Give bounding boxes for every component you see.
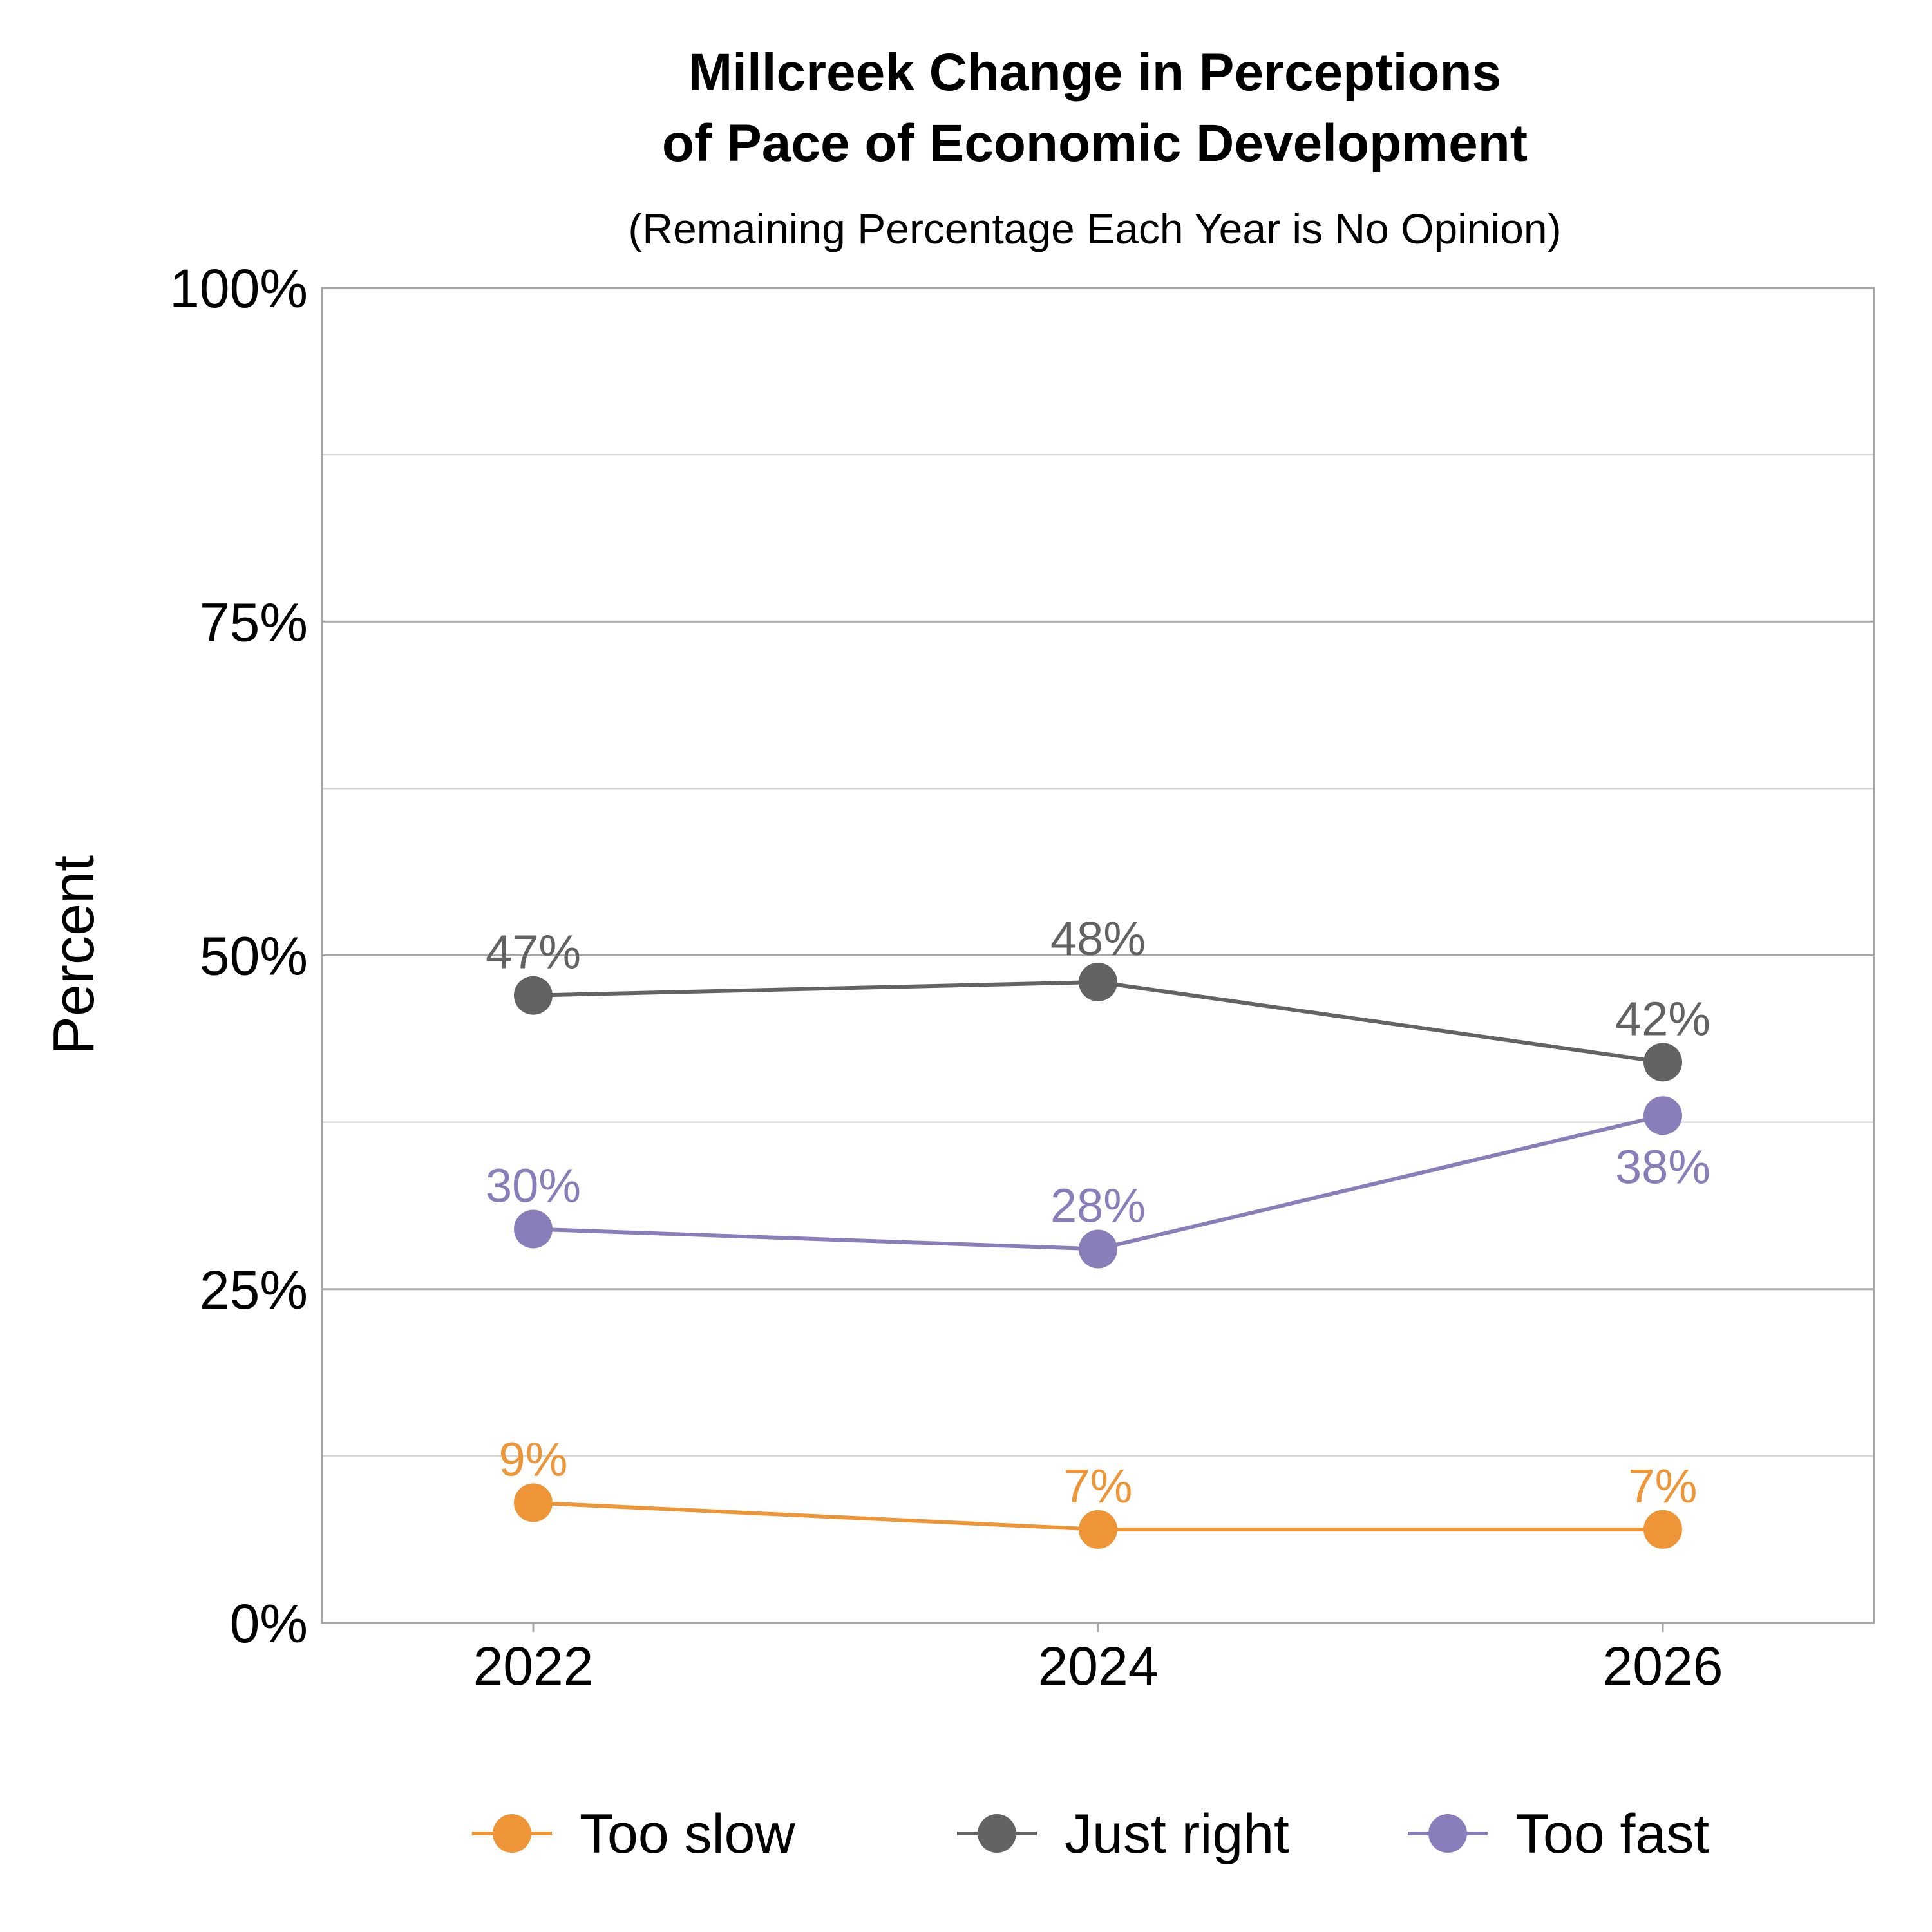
data-point: [514, 1483, 553, 1522]
y-tick-label: 25%: [200, 1260, 308, 1320]
legend-item-too-fast: Too fast: [1408, 1803, 1709, 1865]
data-point: [1643, 1096, 1682, 1135]
legend-item-just-right: Just right: [957, 1803, 1289, 1865]
legend-label: Too slow: [580, 1803, 795, 1865]
x-tick-label: 2022: [473, 1636, 594, 1696]
x-axis-ticks: 2022 2024 2026: [473, 1623, 1723, 1696]
x-tick-label: 2024: [1038, 1636, 1159, 1696]
data-label: 42%: [1615, 992, 1710, 1045]
data-point: [1079, 1229, 1117, 1269]
data-label: 38%: [1615, 1140, 1710, 1193]
y-tick-label: 0%: [230, 1593, 308, 1654]
data-point: [514, 976, 553, 1015]
data-point: [514, 1209, 553, 1249]
series: 9% 7% 7% 47% 48% 42% 30% 28% 38%: [486, 912, 1710, 1549]
data-label: 7%: [1629, 1459, 1698, 1513]
data-point: [1079, 962, 1117, 1001]
y-tick-label: 50%: [200, 926, 308, 987]
data-label: 30%: [486, 1159, 581, 1212]
legend-label: Just right: [1065, 1803, 1289, 1865]
series-too-fast: 30% 28% 38%: [486, 1096, 1710, 1269]
data-label: 47%: [486, 925, 581, 979]
legend-marker: [978, 1814, 1016, 1853]
y-tick-label: 100%: [169, 258, 308, 319]
data-label: 7%: [1064, 1459, 1133, 1513]
series-too-slow: 9% 7% 7%: [499, 1432, 1698, 1549]
legend-item-too-slow: Too slow: [472, 1803, 795, 1865]
y-axis-title: Percent: [42, 855, 106, 1055]
chart-title-line-1: Millcreek Change in Perceptions: [688, 43, 1501, 102]
data-point: [1643, 1043, 1682, 1082]
chart-title-line-2: of Pace of Economic Development: [662, 114, 1528, 173]
chart-subtitle: (Remaining Percentage Each Year is No Op…: [628, 205, 1561, 252]
data-label: 9%: [499, 1432, 568, 1486]
series-just-right: 47% 48% 42%: [486, 912, 1710, 1082]
x-tick-label: 2026: [1603, 1636, 1723, 1696]
data-label: 28%: [1050, 1179, 1146, 1233]
legend-marker: [1428, 1814, 1467, 1853]
data-point: [1643, 1510, 1682, 1549]
legend: Too slow Just right Too fast: [472, 1803, 1709, 1865]
data-point: [1079, 1510, 1117, 1549]
y-axis-ticks: 0% 25% 50% 75% 100%: [169, 258, 308, 1654]
data-label: 48%: [1050, 912, 1146, 965]
y-tick-label: 75%: [200, 592, 308, 652]
legend-marker: [493, 1814, 531, 1853]
legend-label: Too fast: [1515, 1803, 1709, 1865]
